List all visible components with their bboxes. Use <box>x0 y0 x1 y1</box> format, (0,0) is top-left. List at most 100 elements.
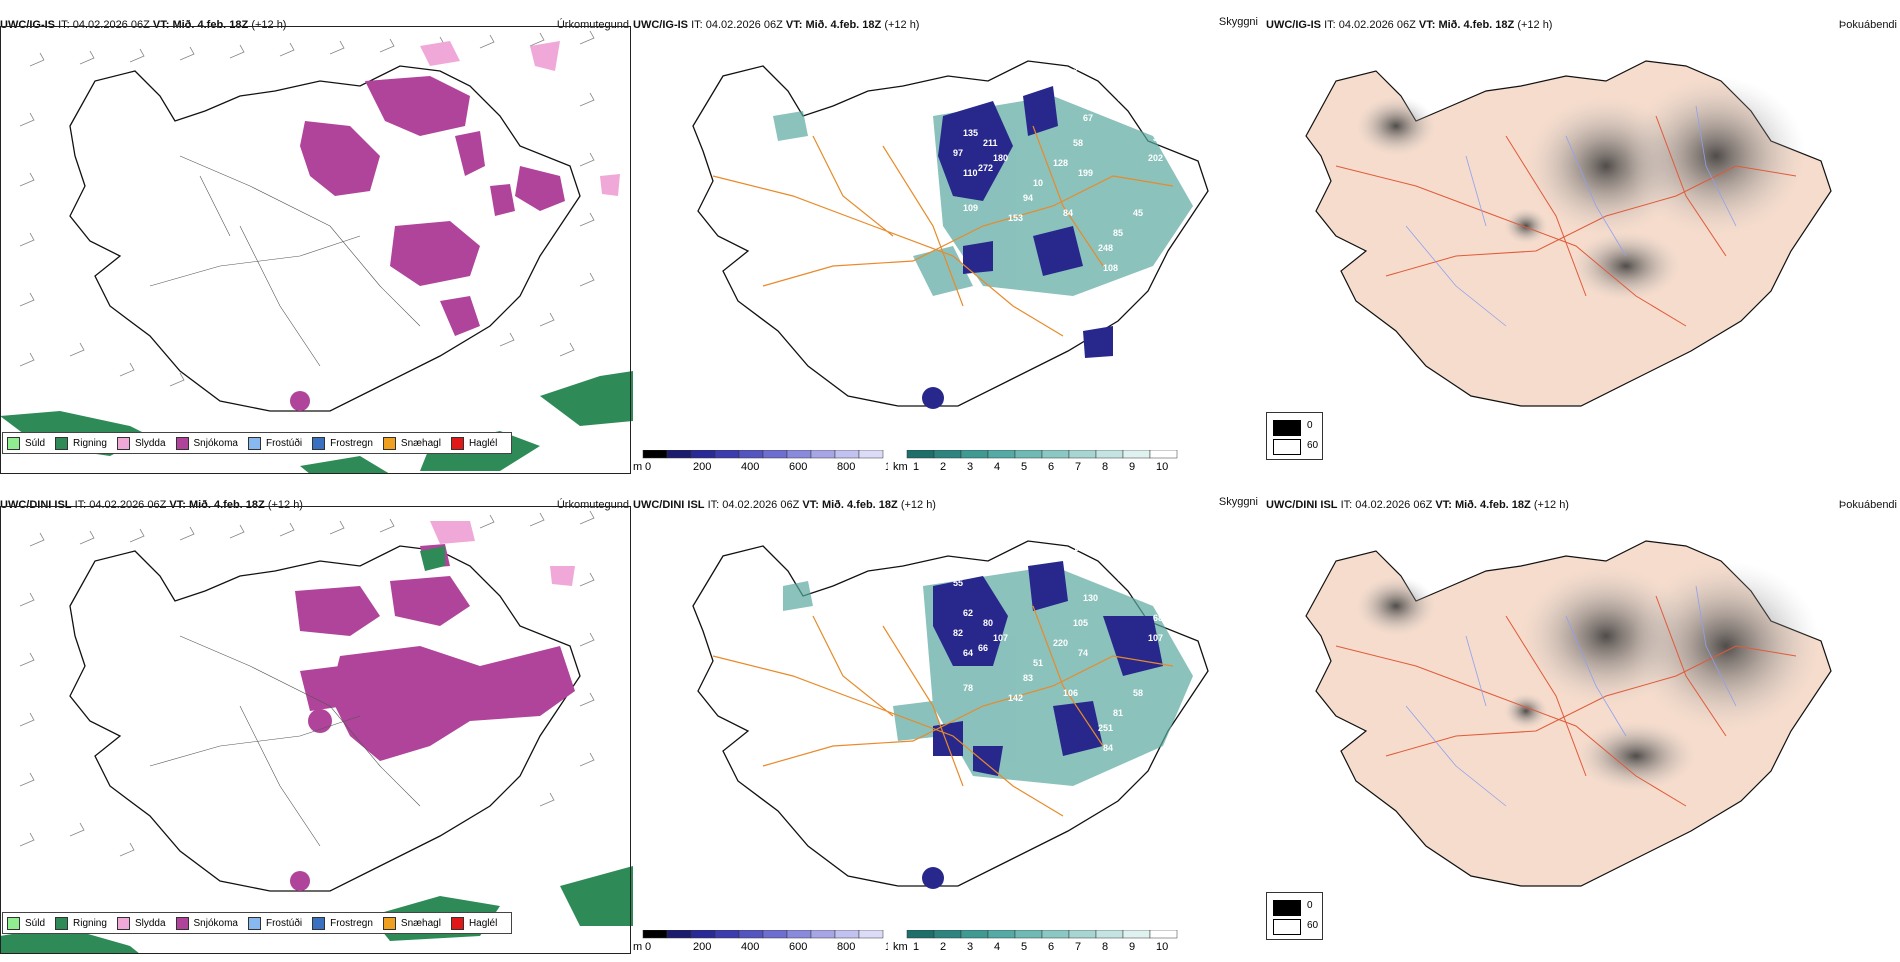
visibility-value-label: 55 <box>953 578 963 588</box>
visibility-value-label: 78 <box>963 683 973 693</box>
visibility-value-label: 130 <box>1083 593 1098 603</box>
panel-title: Úrkomutegund <box>556 19 629 31</box>
visibility-value-label: 28 <box>1118 93 1128 103</box>
visibility-panel-row1: UWC/IG-IS IT: 04.02.2026 06Z VT: Mið. 4.… <box>633 12 1266 482</box>
fog-tick: 0 <box>1307 420 1313 431</box>
visibility-value-label: 64 <box>963 648 973 658</box>
visibility-value-label: 240 <box>1118 573 1133 583</box>
visibility-value-label: 178 <box>1043 523 1058 533</box>
panel-header: UWC/DINI ISL IT: 04.02.2026 06Z VT: Mið.… <box>633 499 936 511</box>
visibility-value-label: 84 <box>1103 743 1113 753</box>
legend-item: Slydda <box>116 916 166 930</box>
scale-tick: 800 <box>837 941 855 952</box>
fog-panel-row2: UWC/DINI ISL IT: 04.02.2026 06Z VT: Mið.… <box>1266 492 1899 962</box>
legend-item: Rigning <box>55 436 107 450</box>
legend-item: Frostúði <box>247 916 302 930</box>
scale-tick: 5 <box>1021 461 1027 472</box>
panel-title: Úrkomutegund <box>556 499 629 511</box>
visibility-value-label: 68 <box>1153 613 1163 623</box>
panel-header: UWC/IG-IS IT: 04.02.2026 06Z VT: Mið. 4.… <box>1266 19 1553 31</box>
visibility-value-label: 248 <box>1098 243 1113 253</box>
precip-legend: Súld Rigning Slydda Snjókoma Frostúði Fr… <box>2 912 513 934</box>
fog-panel-row1: UWC/IG-IS IT: 04.02.2026 06Z VT: Mið. 4.… <box>1266 12 1899 482</box>
visibility-value-label: 105 <box>1073 618 1088 628</box>
wind-barbs <box>19 30 595 387</box>
scale-tick: 6 <box>1048 461 1054 472</box>
map-frame <box>0 26 631 474</box>
visibility-value-label: 106 <box>1063 688 1078 698</box>
legend-item: Frostregn <box>312 436 373 450</box>
legend-item: Súld <box>7 916 45 930</box>
precip-panel-row1: UWC/IG-IS IT: 04.02.2026 06Z VT: Mið. 4.… <box>0 12 633 482</box>
snow-areas <box>290 76 565 411</box>
visibility-km-scale: km 1 2 3 4 5 6 7 8 9 10 <box>893 929 1193 955</box>
scale-tick: 0 <box>645 461 651 472</box>
legend-item: Snjókoma <box>175 916 238 930</box>
visibility-km-scale: km 1 2 3 4 5 6 7 8 9 10 <box>893 449 1193 475</box>
precip-map <box>0 510 633 954</box>
panel-title: Skyggni <box>1218 496 1258 508</box>
visibility-value-label: 12 <box>943 828 953 838</box>
legend-item: Snæhagl <box>382 916 441 930</box>
scale-tick: 4 <box>994 941 1000 952</box>
fog-map <box>1305 60 1832 407</box>
scale-tick: 3 <box>967 941 973 952</box>
fog-tick: 60 <box>1307 920 1319 931</box>
scale-tick: 6 <box>1048 941 1054 952</box>
visibility-value-label: 67 <box>1083 113 1093 123</box>
visibility-value-label: 10 <box>1033 178 1043 188</box>
visibility-value-label: 24 <box>1043 43 1053 53</box>
visibility-map: 1781711562401305562801076664821052207410… <box>692 523 1209 889</box>
scale-tick: 10 <box>1156 941 1168 952</box>
fog-tick: 60 <box>1307 440 1319 451</box>
visibility-value-label: 74 <box>1078 648 1088 658</box>
visibility-value-label: 51 <box>1033 658 1043 668</box>
visibility-value-label: 153 <box>1008 213 1023 223</box>
visibility-value-label: 202 <box>1148 153 1163 163</box>
visibility-value-label: 135 <box>963 128 978 138</box>
visibility-value-label: 107 <box>1148 633 1163 643</box>
legend-item: Snæhagl <box>382 436 441 450</box>
scale-tick: 5 <box>1021 941 1027 952</box>
visibility-labels: 1781711562401305562801076664821052207410… <box>943 523 1163 838</box>
visibility-m-scale: 0 200 400 600 800 1000 m <box>633 929 909 955</box>
legend-item: Slydda <box>116 436 166 450</box>
visibility-value-label: 82 <box>953 628 963 638</box>
visibility-value-label: 34 <box>1153 133 1163 143</box>
panel-header: UWC/DINI ISL IT: 04.02.2026 06Z VT: Mið.… <box>1266 499 1569 511</box>
legend-item: Súld <box>7 436 45 450</box>
fog-scale-row1: 0 60 <box>1266 412 1323 460</box>
legend-item: Haglél <box>450 436 497 450</box>
legend-item: Frostúði <box>247 436 302 450</box>
legend-item: Rigning <box>55 916 107 930</box>
visibility-value-label: 180 <box>993 153 1008 163</box>
fog-tick: 0 <box>1307 900 1313 911</box>
scale-tick: 2 <box>940 941 946 952</box>
panel-header: UWC/IG-IS IT: 04.02.2026 06Z VT: Mið. 4.… <box>0 19 287 31</box>
scale-tick: 3 <box>967 461 973 472</box>
visibility-value-label: 83 <box>1023 673 1033 683</box>
legend-item: Haglél <box>450 916 497 930</box>
scale-tick: 200 <box>693 941 711 952</box>
scale-tick: 800 <box>837 461 855 472</box>
scale-tick: 10 <box>1156 461 1168 472</box>
scale-tick: 1000 <box>885 941 888 952</box>
scale-tick: 8 <box>1102 461 1108 472</box>
visibility-value-label: 85 <box>1113 228 1123 238</box>
visibility-value-label: 81 <box>1113 708 1123 718</box>
visibility-value-label: 94 <box>1023 193 1033 203</box>
visibility-value-label: 83 <box>953 98 963 108</box>
scale-tick: 600 <box>789 941 807 952</box>
scale-tick: 4 <box>994 461 1000 472</box>
visibility-value-label: 80 <box>983 618 993 628</box>
scale-tick: 1 <box>913 461 919 472</box>
visibility-value-label: 108 <box>1103 263 1118 273</box>
panel-title: Þokuábendi <box>1838 19 1897 31</box>
scale-tick: 7 <box>1075 941 1081 952</box>
map-frame <box>0 506 631 954</box>
precip-legend: Súld Rigning Slydda Snjókoma Frostúði Fr… <box>2 432 513 454</box>
visibility-value-label: 93 <box>1103 73 1113 83</box>
legend-item: Snjókoma <box>175 436 238 450</box>
